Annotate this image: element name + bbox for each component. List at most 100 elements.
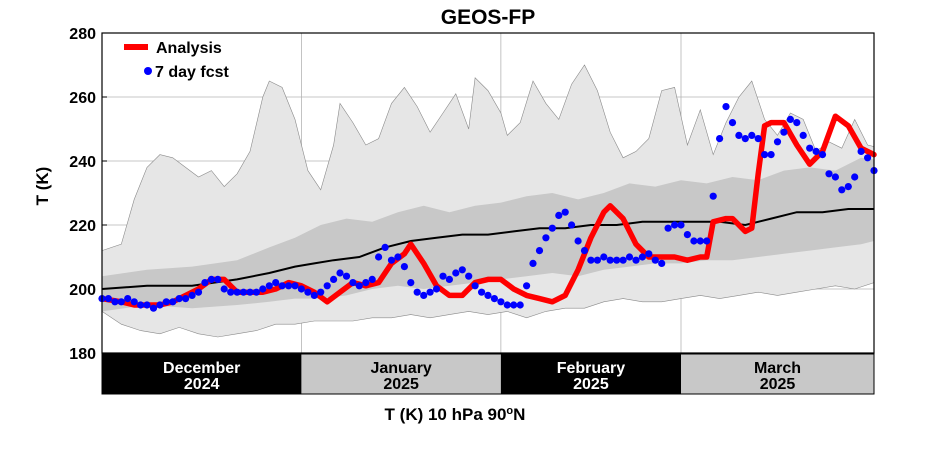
forecast-point	[851, 173, 859, 181]
forecast-point	[310, 291, 318, 299]
forecast-point	[484, 291, 492, 299]
forecast-point	[445, 275, 453, 283]
y-tick-label: 240	[69, 154, 96, 171]
forecast-point	[722, 103, 730, 111]
forecast-dots	[98, 103, 878, 312]
forecast-point	[330, 275, 338, 283]
forecast-point	[593, 256, 602, 264]
month-cell	[102, 354, 302, 394]
forecast-point	[754, 135, 762, 143]
forecast-point	[606, 256, 614, 264]
forecast-point	[497, 298, 505, 306]
forecast-point	[844, 183, 852, 191]
forecast-point	[342, 272, 351, 280]
forecast-point	[432, 285, 441, 293]
forecast-point	[246, 288, 254, 296]
forecast-point	[400, 263, 408, 271]
forecast-point	[394, 253, 402, 261]
forecast-point	[265, 282, 273, 290]
y-axis-label: T (K)	[33, 167, 52, 206]
forecast-point	[580, 247, 589, 255]
forecast-point	[413, 288, 421, 296]
forecast-point	[761, 151, 769, 159]
forecast-point	[619, 256, 627, 264]
forecast-point	[542, 234, 550, 242]
month-cell	[681, 354, 874, 394]
forecast-point	[117, 298, 125, 306]
forecast-point	[780, 128, 788, 136]
month-year-label: 2025	[573, 376, 609, 393]
forecast-point	[625, 253, 634, 261]
forecast-point	[741, 135, 749, 143]
forecast-point	[201, 279, 209, 287]
month-bar: December2024January2025February2025March…	[101, 353, 875, 395]
forecast-point	[387, 256, 396, 264]
forecast-point	[786, 115, 795, 123]
forecast-point	[574, 237, 582, 245]
forecast-point	[555, 211, 563, 219]
legend-forecast-label: 7 day fcst	[155, 64, 229, 81]
forecast-point	[748, 131, 756, 139]
forecast-point	[452, 269, 460, 277]
forecast-point	[613, 256, 621, 264]
forecast-point	[278, 282, 286, 290]
forecast-point	[773, 138, 782, 146]
forecast-point	[696, 237, 704, 245]
plot-frame	[101, 32, 875, 354]
forecast-point	[381, 243, 389, 251]
month-year-label: 2024	[184, 376, 220, 393]
y-tick-label: 260	[69, 90, 96, 107]
forecast-point	[355, 282, 363, 290]
forecast-point	[561, 208, 569, 216]
month-bar-frame	[101, 353, 875, 395]
x-axis-label: T (K) 10 hPa 90oN	[385, 405, 526, 424]
forecast-point	[188, 291, 196, 299]
forecast-point	[104, 295, 112, 303]
forecast-point	[323, 282, 331, 290]
forecast-point	[651, 256, 659, 264]
forecast-point	[523, 282, 531, 290]
forecast-point	[690, 237, 698, 245]
forecast-point	[490, 295, 498, 303]
forecast-point	[149, 304, 158, 312]
forecast-point	[207, 275, 215, 283]
forecast-point	[735, 131, 743, 139]
forecast-point	[516, 301, 524, 309]
forecast-point	[375, 253, 383, 261]
forecast-point	[838, 186, 846, 194]
y-tick-label: 180	[69, 346, 96, 363]
forecast-point	[214, 275, 222, 283]
forecast-point	[233, 288, 241, 296]
forecast-point	[864, 154, 872, 162]
forecast-point	[297, 285, 305, 293]
forecast-point	[175, 295, 183, 303]
forecast-point	[285, 282, 293, 290]
forecast-point	[671, 221, 679, 229]
forecast-point	[111, 298, 119, 306]
forecast-point	[336, 269, 344, 277]
forecast-point	[728, 119, 737, 127]
forecast-point	[645, 250, 653, 258]
forecast-point	[169, 298, 177, 306]
forecast-point	[478, 288, 486, 296]
forecast-point	[677, 221, 685, 229]
forecast-point	[317, 288, 325, 296]
forecast-point	[156, 301, 164, 309]
month-cell	[301, 354, 501, 394]
forecast-point	[831, 173, 840, 181]
month-label: January	[370, 360, 431, 377]
month-label: February	[557, 360, 626, 377]
forecast-point	[535, 247, 544, 255]
forecast-point	[716, 135, 724, 143]
forecast-point	[349, 279, 357, 287]
forecast-point	[304, 288, 312, 296]
forecast-point	[664, 224, 672, 232]
forecast-point	[227, 288, 235, 296]
y-tick-label: 200	[69, 282, 96, 299]
forecast-point	[362, 279, 370, 287]
forecast-point	[137, 301, 145, 309]
forecast-point	[818, 151, 827, 159]
forecast-point	[703, 237, 711, 245]
forecast-point	[272, 279, 280, 287]
forecast-point	[587, 256, 595, 264]
